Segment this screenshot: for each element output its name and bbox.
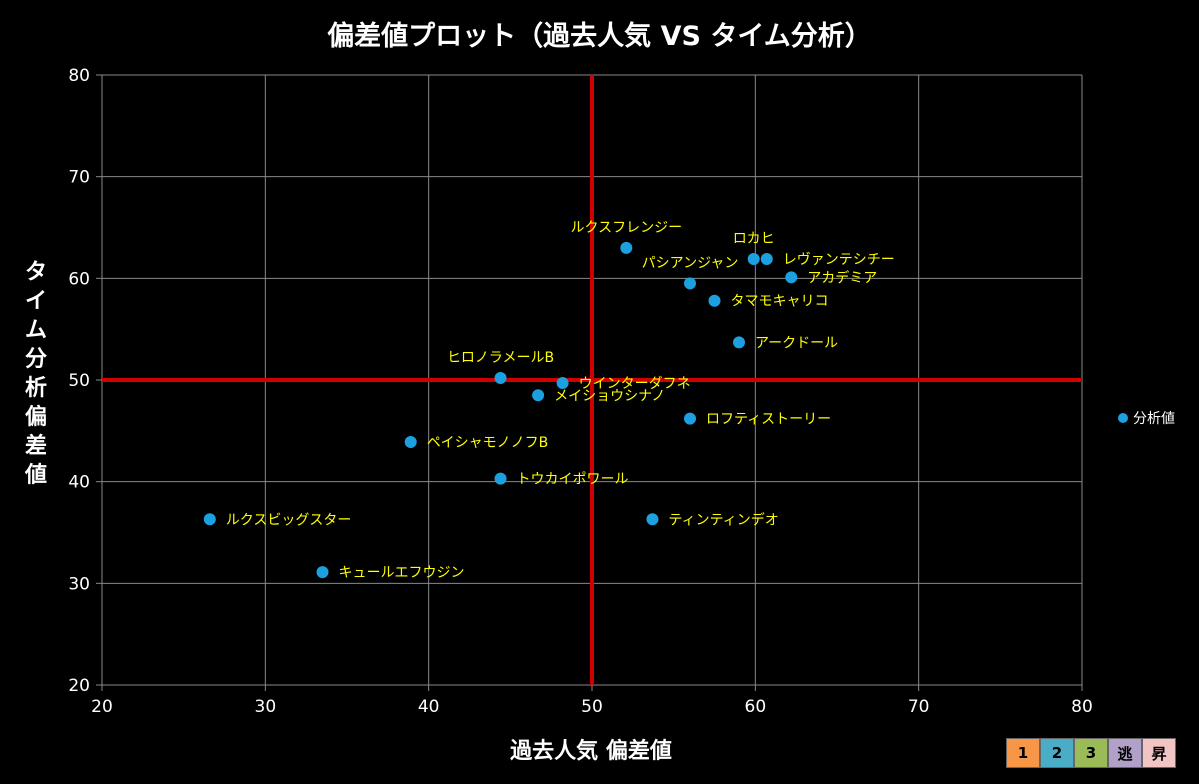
- point-label: ロフティストーリー: [706, 412, 831, 428]
- x-tick-label: 80: [1071, 697, 1093, 717]
- y-tick-label: 50: [68, 371, 90, 391]
- legend-marker: [1118, 413, 1128, 423]
- point-label: パシアンジャン: [642, 255, 739, 271]
- point-label: レヴァンテシチー: [783, 251, 895, 268]
- x-tick-label: 50: [581, 697, 603, 717]
- point-label: ルクスフレンジー: [571, 220, 683, 236]
- badge: 3: [1074, 738, 1108, 768]
- data-point: [556, 377, 569, 390]
- point-label: ヒロノラメールB: [447, 350, 554, 366]
- y-tick-label: 60: [68, 269, 90, 289]
- data-point: [760, 253, 773, 266]
- badge: 2: [1040, 738, 1074, 768]
- data-point: [532, 389, 545, 402]
- point-label: アークドール: [755, 335, 838, 351]
- data-point: [620, 241, 633, 254]
- point-label: ティンティンデオ: [668, 511, 778, 528]
- data-point: [733, 336, 745, 349]
- data-point: [494, 472, 507, 485]
- data-point: [316, 566, 329, 579]
- badge: 昇: [1142, 738, 1176, 768]
- y-tick-label: 20: [68, 676, 90, 696]
- chart-title: 偏差値プロット（過去人気 VS タイム分析）: [327, 21, 872, 52]
- y-tick-label: 40: [68, 473, 90, 493]
- y-tick-label: 30: [68, 574, 90, 594]
- x-tick-label: 70: [908, 697, 930, 717]
- reference-lines: [102, 75, 1082, 685]
- point-label: ロカヒ: [733, 231, 775, 247]
- data-point: [203, 513, 216, 526]
- data-point: [684, 412, 696, 425]
- badge: 逃: [1108, 738, 1142, 768]
- legend: 分析値: [1118, 408, 1175, 428]
- point-label: トウカイポワール: [517, 472, 629, 488]
- data-point: [747, 253, 760, 266]
- y-axis-label: タイム分析 偏差値: [24, 260, 47, 488]
- data-point: [646, 513, 659, 526]
- x-tick-label: 20: [91, 697, 113, 717]
- data-point: [404, 436, 417, 449]
- data-point: [785, 271, 798, 284]
- point-label: アカデミア: [807, 269, 877, 286]
- x-tick-label: 60: [745, 697, 767, 717]
- data-point: [708, 294, 721, 307]
- point-label: タマモキャリコ: [731, 294, 829, 310]
- x-axis-label: 過去人気 偏差値: [510, 739, 672, 764]
- y-tick-label: 70: [68, 168, 90, 188]
- point-label: ペイシャモノノフB: [427, 435, 549, 451]
- y-tick-label: 80: [68, 66, 90, 86]
- legend-label: 分析値: [1133, 411, 1175, 427]
- axis-ticks: 20 30 40 50 60 70 80 20 30 40 50 60 70 80: [68, 66, 1092, 717]
- point-label: メイショウシナノ: [554, 388, 665, 404]
- data-point: [684, 277, 696, 290]
- point-label: キュールエフウジン: [339, 565, 465, 581]
- point-label: ルクスビッグスター: [226, 512, 352, 528]
- x-tick-label: 40: [418, 697, 440, 717]
- data-point: [494, 371, 507, 384]
- badge: 1: [1006, 738, 1040, 768]
- x-tick-label: 30: [255, 697, 277, 717]
- point-label: ウインターダフネ: [579, 376, 691, 392]
